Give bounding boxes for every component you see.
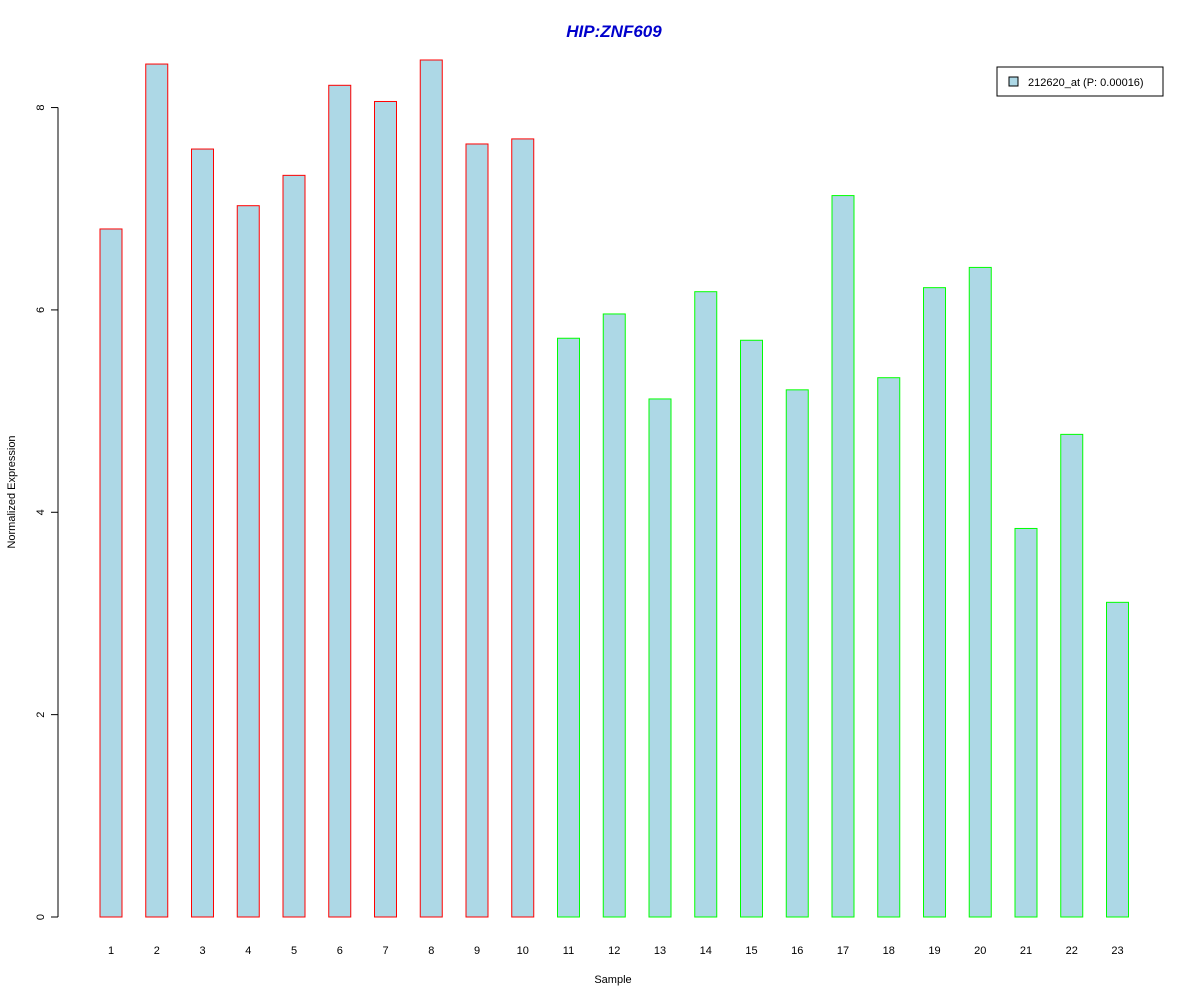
x-tick-label: 8	[428, 945, 434, 957]
x-tick-label: 1	[108, 945, 114, 957]
x-tick-label: 3	[199, 945, 205, 957]
x-tick-label: 15	[745, 945, 757, 957]
x-tick-label: 12	[608, 945, 620, 957]
bar-sample-21	[1014, 527, 1038, 918]
x-tick-label: 4	[245, 945, 251, 957]
bar-sample-23	[1106, 601, 1129, 918]
x-tick-label: 14	[700, 945, 712, 957]
x-tick-label: 20	[974, 945, 986, 957]
bar-sample-15	[740, 339, 763, 918]
y-tick-label: 0	[35, 914, 47, 920]
bar-sample-16	[785, 389, 809, 918]
bar-sample-2	[145, 63, 169, 918]
x-tick-label: 19	[928, 945, 940, 957]
legend-box	[996, 66, 1164, 97]
x-tick-label: 2	[154, 945, 160, 957]
x-tick-label: 16	[791, 945, 803, 957]
bar-sample-10	[511, 138, 535, 918]
bar-sample-18	[877, 377, 901, 918]
x-tick-labels: 1 2 3 4 5 6 7 8 9 10 11 12 13 14 15 16 17 18 19 20 21 22 23	[108, 945, 1124, 957]
bar-sample-3	[191, 148, 214, 918]
x-tick-label: 9	[474, 945, 480, 957]
bar-sample-8	[419, 59, 443, 918]
x-tick-label: 18	[883, 945, 895, 957]
x-axis-label: Sample	[594, 974, 631, 986]
x-tick-label: 6	[337, 945, 343, 957]
bar-sample-11	[557, 337, 580, 918]
x-tick-label: 23	[1111, 945, 1123, 957]
legend-entry: 212620_at (P: 0.00016)	[1028, 77, 1144, 89]
bar-sample-1	[99, 228, 123, 918]
bar-sample-20	[968, 266, 992, 918]
legend-swatch	[1008, 76, 1019, 87]
x-tick-label: 11	[563, 945, 574, 957]
y-tick-label: 4	[35, 509, 47, 515]
bar-sample-6	[328, 84, 352, 918]
x-tick-label: 21	[1020, 945, 1032, 957]
y-tick-label: 8	[35, 104, 47, 110]
x-tick-label: 22	[1066, 945, 1078, 957]
bar-sample-14	[694, 291, 718, 918]
x-tick-label: 13	[654, 945, 666, 957]
legend: 212620_at (P: 0.00016)	[996, 66, 1164, 97]
bar-sample-4	[236, 205, 260, 918]
bar-sample-22	[1060, 433, 1084, 918]
y-tick-label: 2	[35, 712, 47, 718]
x-tick-label: 5	[291, 945, 297, 957]
y-tick-label: 6	[35, 307, 47, 313]
chart-title: HIP:ZNF609	[566, 22, 662, 41]
bar-sample-17	[831, 195, 855, 918]
y-axis: 0 2 4 6 8	[35, 104, 59, 920]
bar-sample-5	[282, 174, 306, 918]
x-tick-label: 17	[837, 945, 849, 957]
bars-group	[99, 59, 1129, 918]
bar-sample-12	[602, 313, 626, 918]
bar-sample-19	[923, 287, 946, 918]
bar-sample-13	[648, 398, 672, 918]
x-tick-label: 10	[517, 945, 529, 957]
bar-sample-7	[374, 100, 397, 918]
y-axis-label: Normalized Expression	[6, 435, 18, 548]
bar-sample-9	[465, 143, 489, 918]
x-tick-label: 7	[382, 945, 388, 957]
